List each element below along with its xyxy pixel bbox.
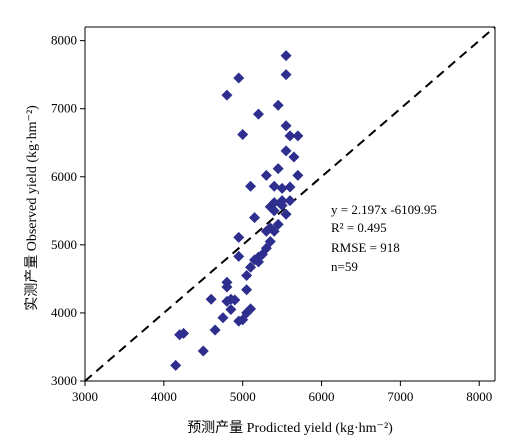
regression-equation: y = 2.197x -6109.95: [331, 202, 437, 217]
data-point: [225, 304, 237, 316]
data-point: [225, 293, 237, 305]
data-point: [245, 261, 257, 273]
y-tick-label: 7000: [51, 101, 77, 116]
data-point: [280, 145, 292, 157]
data-point: [284, 181, 296, 193]
data-point: [249, 212, 261, 224]
data-point: [284, 130, 296, 142]
data-point: [233, 72, 245, 84]
data-point: [170, 359, 182, 371]
y-tick-label: 3000: [51, 373, 77, 388]
data-point: [237, 129, 249, 141]
y-tick-label: 4000: [51, 305, 77, 320]
data-point: [252, 108, 264, 120]
data-point: [241, 269, 253, 281]
x-axis-ticks: 3000 4000 5000 6000 7000 8000: [72, 381, 492, 404]
data-point: [280, 208, 292, 220]
y-tick-label: 5000: [51, 237, 77, 252]
rmse-text: RMSE = 918: [331, 240, 400, 255]
x-tick-label: 4000: [151, 389, 177, 404]
data-point: [178, 327, 190, 339]
data-point: [272, 218, 284, 230]
data-point: [280, 69, 292, 81]
regression-annotation: y = 2.197x -6109.95 R² = 0.495 RMSE = 91…: [331, 202, 437, 274]
data-points: [170, 50, 304, 371]
x-tick-label: 3000: [72, 389, 98, 404]
plot-frame: [84, 26, 496, 382]
data-point: [264, 235, 276, 247]
data-point: [260, 169, 272, 181]
data-point: [217, 312, 229, 324]
x-axis-label: 预测产量 Prodicted yield (kg·hm⁻²): [187, 420, 393, 436]
data-point: [272, 163, 284, 175]
data-point: [233, 250, 245, 262]
data-point: [272, 99, 284, 111]
data-point: [292, 130, 304, 142]
data-point: [292, 169, 304, 181]
data-point: [280, 120, 292, 132]
x-tick-label: 7000: [387, 389, 413, 404]
r-squared-text: R² = 0.495: [331, 220, 387, 235]
data-point: [209, 324, 221, 336]
data-point: [284, 195, 296, 207]
data-point: [276, 182, 288, 194]
y-tick-label: 6000: [51, 169, 77, 184]
data-point: [241, 284, 253, 296]
data-point: [280, 50, 292, 62]
data-point: [221, 89, 233, 101]
sample-size-text: n=59: [331, 259, 358, 274]
data-point: [197, 345, 209, 357]
data-point: [233, 231, 245, 243]
data-point: [221, 276, 233, 288]
data-point: [268, 180, 280, 192]
x-tick-label: 8000: [466, 389, 492, 404]
x-tick-label: 6000: [309, 389, 335, 404]
data-point: [276, 195, 288, 207]
x-tick-label: 5000: [230, 389, 256, 404]
y-axis-label: 实测产量 Observed yield (kg·hm⁻²): [24, 105, 40, 311]
data-point: [205, 293, 217, 305]
data-point: [252, 256, 264, 268]
y-axis-ticks: 3000 4000 5000 6000 7000 8000: [51, 33, 85, 388]
y-tick-label: 8000: [51, 33, 77, 48]
data-point: [245, 180, 257, 192]
data-point: [245, 303, 257, 315]
data-point: [288, 151, 300, 163]
